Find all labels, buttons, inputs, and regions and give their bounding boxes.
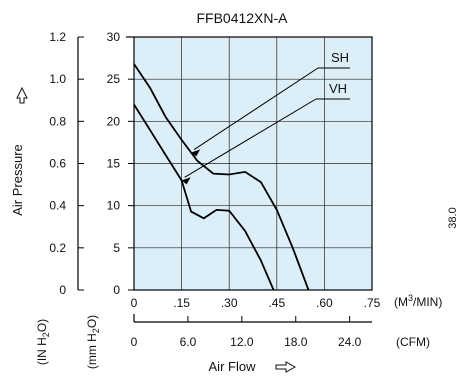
x-secondary-tick-label: 24.0 — [338, 335, 362, 349]
x-primary-tick-label: .45 — [268, 296, 285, 310]
annotation-leader — [193, 67, 319, 150]
y-secondary-tick-label: 0.6 — [49, 157, 66, 171]
y-primary-tick-label: 0 — [113, 283, 120, 297]
chart-title: FFB0412XN-A — [196, 10, 288, 26]
x-secondary-unit: (CFM) — [396, 335, 430, 349]
x-primary-tick-label: .75 — [364, 296, 381, 310]
up-arrow-icon — [16, 86, 28, 104]
x-primary-tick-label: 0 — [131, 296, 138, 310]
y-primary-unit: (mm H2O) — [85, 315, 101, 369]
y-primary-tick-label: 25 — [107, 72, 121, 86]
annotation-leader — [184, 98, 317, 178]
x-axis-title: Air Flow — [209, 359, 257, 374]
y-primary-tick-label: 10 — [107, 199, 121, 213]
series-line-sh — [133, 63, 310, 291]
x-primary-tick-label: .60 — [316, 296, 333, 310]
y-primary-tick-label: 30 — [107, 30, 121, 44]
side-text: 38.0 — [447, 207, 458, 228]
y-primary-tick-label: 5 — [113, 241, 120, 255]
annotation-label-vh: VH — [329, 81, 347, 96]
y-secondary-tick-label: 1.0 — [49, 72, 66, 86]
x-secondary-tick-label: 0 — [131, 335, 138, 349]
series-line-vh — [133, 104, 275, 291]
ticks-layer: SH VH 0 5 10 15 20 25 30 0 0.2 0.4 0.6 0.8 1.0 1.2 0 .15.… — [49, 30, 380, 349]
x-secondary-tick-label: 12.0 — [230, 335, 254, 349]
annotation-label-sh: SH — [331, 50, 349, 65]
right-arrow-icon — [275, 361, 297, 373]
y-primary-tick-label: 20 — [107, 114, 121, 128]
y-axis-title: Air Pressure — [10, 144, 25, 216]
x-primary-unit: (M3/MIN) — [394, 293, 442, 309]
annotation-arrowhead — [181, 177, 191, 185]
y-secondary-tick-label: 0 — [59, 283, 66, 297]
plot-layer — [133, 36, 373, 291]
x-secondary-tick-label: 6.0 — [180, 335, 197, 349]
x-primary-tick-label: .30 — [221, 296, 238, 310]
y-secondary-tick-label: 1.2 — [49, 30, 66, 44]
annotation-arrowhead — [191, 149, 201, 157]
x-primary-tick-label: .15 — [173, 296, 190, 310]
y-primary-tick-label: 15 — [107, 157, 121, 171]
labels-layer: FFB0412XN-A Air Pressure Air Flow (M3/MI… — [10, 10, 458, 374]
y-secondary-tick-label: 0.4 — [49, 199, 66, 213]
y-secondary-tick-label: 0.2 — [49, 241, 66, 255]
y-secondary-tick-label: 0.8 — [49, 114, 66, 128]
x-secondary-tick-label: 18.0 — [284, 335, 308, 349]
y-secondary-unit: (IN H2O) — [35, 319, 51, 365]
